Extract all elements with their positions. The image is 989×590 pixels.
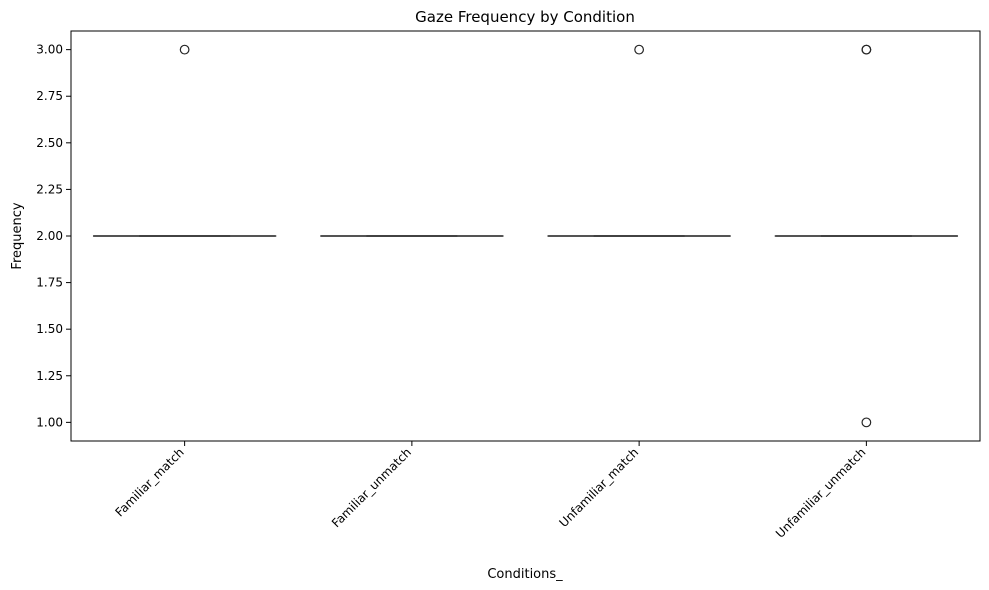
x-tick-label: Unfamiliar_match [556, 445, 641, 530]
y-tick-label: 1.75 [36, 276, 63, 290]
y-tick-label: 1.00 [36, 415, 63, 429]
chart-title: Gaze Frequency by Condition [415, 8, 635, 26]
plot-area: 1.00 1.25 1.50 1.75 2.00 2.25 2.50 2.75 3.00 Fami… [36, 30, 981, 541]
y-tick-label: 1.50 [36, 322, 63, 336]
x-tick-label: Familiar_match [112, 445, 186, 519]
x-axis-label: Conditions_ [487, 567, 563, 582]
y-tick-label: 2.25 [36, 182, 63, 196]
outlier-point [634, 44, 645, 55]
y-tick-label: 3.00 [36, 43, 63, 57]
y-tick-label: 2.50 [36, 136, 63, 150]
x-tick-label: Familiar_unmatch [329, 445, 414, 530]
outlier-point [179, 44, 190, 55]
outlier-point [861, 44, 872, 55]
y-tick-label: 2.75 [36, 89, 63, 103]
y-tick-label: 1.25 [36, 369, 63, 383]
y-tick-label: 2.00 [36, 229, 63, 243]
x-tick-label: Unfamiliar_unmatch [773, 445, 869, 541]
y-axis-label: Frequency [10, 202, 25, 269]
outlier-point [861, 417, 872, 428]
